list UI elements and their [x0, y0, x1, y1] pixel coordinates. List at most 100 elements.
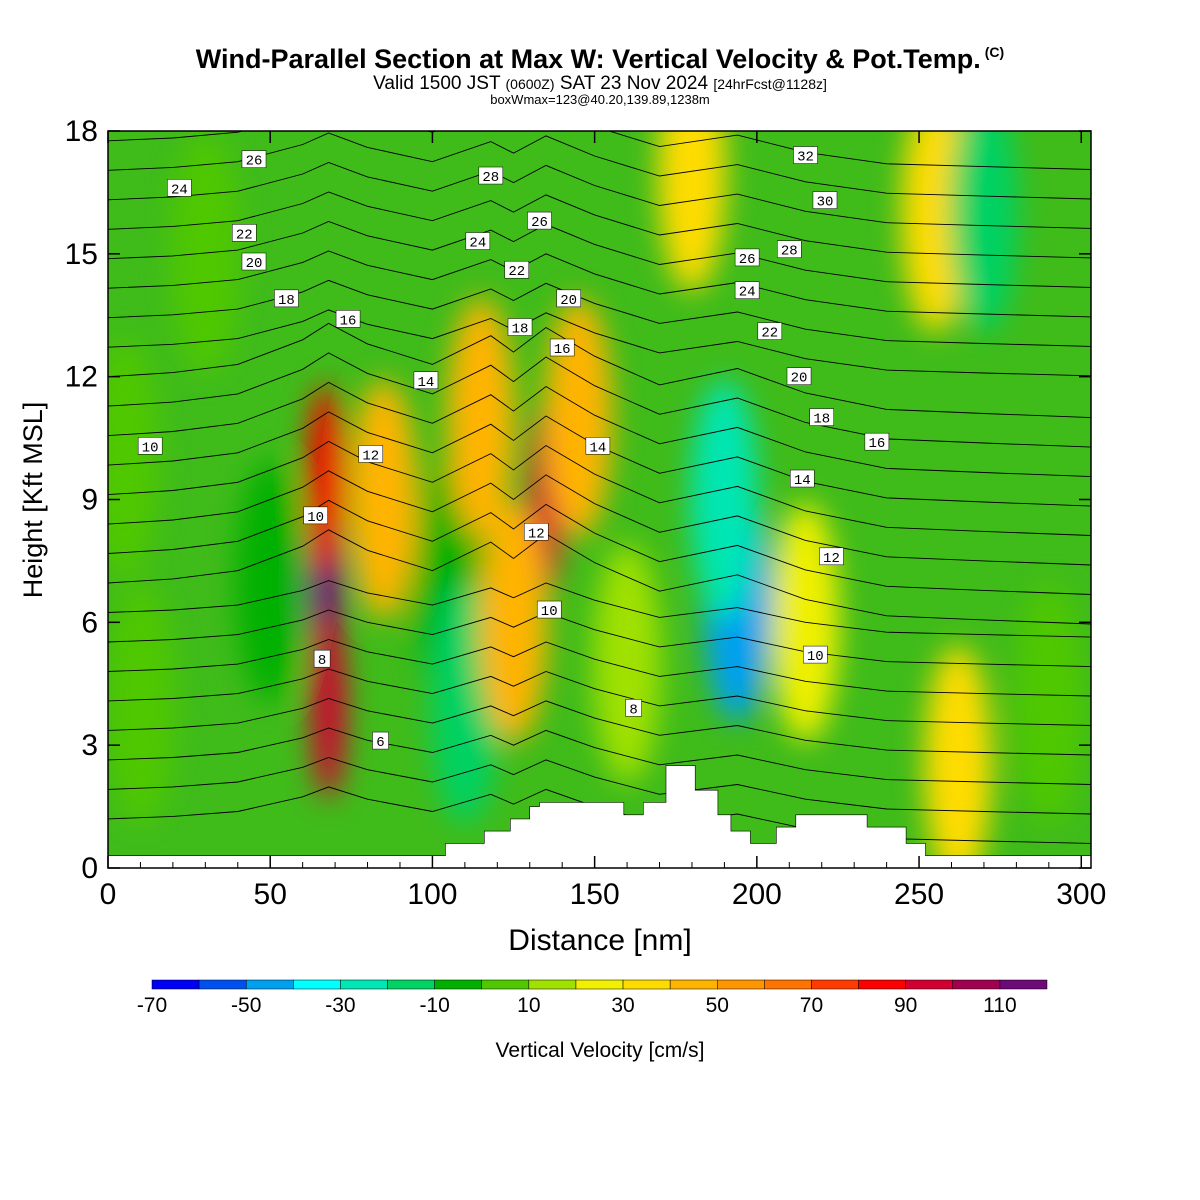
theta-label-15: 22: [504, 260, 530, 280]
svg-text:16: 16: [554, 342, 571, 358]
svg-text:8: 8: [318, 653, 326, 669]
y-tick-label-0: 0: [81, 852, 98, 885]
theta-label-18: 16: [549, 338, 575, 358]
x-tick-label-5: 250: [894, 878, 944, 911]
velocity-cell-0: [108, 338, 159, 579]
theta-label-24: 30: [812, 191, 838, 211]
svg-text:20: 20: [560, 293, 577, 309]
theta-label-9: 10: [303, 506, 328, 526]
x-tick-label-2: 100: [407, 878, 457, 911]
theta-label-3: 20: [241, 252, 267, 272]
svg-text:16: 16: [868, 436, 885, 452]
theta-contour-11: [108, 440, 1091, 536]
colorbar-swatch-13: [764, 979, 812, 990]
colorbar-tick-3: -10: [419, 994, 449, 1017]
colorbar-swatch-18: [999, 979, 1048, 990]
colorbar-tick-8: 90: [894, 994, 917, 1017]
colorbar-swatch-4: [340, 979, 388, 990]
theta-label-32: 14: [790, 469, 815, 489]
svg-text:10: 10: [307, 510, 324, 526]
theta-contour-9: [108, 499, 1091, 595]
svg-text:14: 14: [589, 440, 606, 456]
velocity-cell-21: [949, 131, 1018, 333]
theta-contour-1: [108, 757, 1091, 815]
velocity-cell-14: [593, 543, 662, 784]
theta-label-5: 16: [335, 310, 361, 329]
velocity-cell-1: [108, 584, 175, 825]
theta-label-27: 24: [734, 281, 760, 301]
theta-label-33: 12: [819, 547, 844, 567]
colorbar-label: Vertical Velocity [cm/s]: [496, 1039, 705, 1062]
velocity-cell-12: [479, 502, 548, 743]
svg-text:32: 32: [797, 150, 814, 166]
theta-contour-21: [108, 162, 1091, 229]
chart-box-info: boxWmax=123@40.20,139.89,1238m: [490, 92, 710, 107]
colorbar-swatch-1: [198, 979, 247, 990]
theta-contour-15: [108, 322, 1091, 419]
velocity-cell-2: [171, 133, 240, 374]
velocity-cell-20: [923, 645, 992, 868]
svg-text:10: 10: [807, 649, 824, 665]
y-tick-label-1: 3: [81, 729, 98, 762]
velocity-cell-17: [690, 379, 759, 620]
y-tick-label-6: 18: [65, 115, 98, 148]
theta-label-28: 22: [757, 322, 783, 342]
theta-label-19: 14: [585, 437, 611, 456]
theta-label-4: 18: [274, 289, 299, 309]
svg-text:8: 8: [629, 702, 637, 718]
colorbar-swatch-16: [905, 979, 954, 990]
theta-contour-8: [108, 529, 1091, 625]
theta-contour-13: [108, 381, 1091, 478]
axes: 0 50 100 150 200 250 300 0 3 6 9 12 15 18: [65, 115, 1107, 911]
colorbar-swatch-5: [387, 979, 435, 990]
theta-label-20: 12: [523, 523, 549, 542]
svg-text:12: 12: [362, 448, 379, 464]
theta-label-8: 10: [137, 437, 163, 456]
colorbar-tick-6: 50: [706, 994, 729, 1017]
colorbar-swatch-6: [434, 979, 482, 990]
theta-label-2: 22: [232, 224, 257, 243]
theta-contour-7: [108, 580, 1091, 638]
x-tick-label-0: 0: [100, 878, 117, 911]
theta-label-17: 20: [556, 289, 581, 309]
x-tick-label-4: 200: [732, 878, 782, 911]
theta-contour-2: [108, 727, 1091, 785]
theta-label-6: 14: [413, 371, 439, 391]
colorbar-swatch-0: [151, 979, 200, 990]
theta-contour-6: [108, 609, 1091, 668]
y-tick-label-3: 9: [81, 484, 98, 517]
theta-label-34: 10: [802, 645, 828, 665]
svg-text:6: 6: [376, 735, 384, 751]
velocity-cell-5: [310, 609, 347, 800]
theta-label-13: 26: [527, 211, 552, 231]
theta-label-23: 32: [793, 146, 818, 166]
theta-contour-4: [108, 668, 1091, 726]
svg-text:18: 18: [278, 293, 295, 309]
chart-subtitle: Valid 1500 JST (0600Z) SAT 23 Nov 2024 […: [373, 73, 827, 94]
theta-contour-3: [108, 698, 1091, 756]
svg-text:26: 26: [531, 215, 548, 231]
colorbar-swatch-11: [669, 979, 718, 990]
colorbar-tick-0: -70: [137, 994, 167, 1017]
colorbar-tick-5: 30: [611, 994, 634, 1017]
theta-contour-labels: 26 24 22 20 18 16 14 12 10 10 8 6 28 26 24 22 18 20 16 14 12…: [137, 146, 890, 751]
x-tick-label-1: 50: [254, 878, 287, 911]
svg-text:24: 24: [469, 236, 486, 252]
colorbar-swatch-10: [622, 979, 671, 990]
theta-label-29: 20: [786, 367, 812, 387]
svg-text:28: 28: [781, 244, 798, 260]
svg-text:12: 12: [528, 526, 545, 542]
theta-contour-22: [108, 132, 1091, 200]
y-tick-label-4: 12: [65, 361, 98, 394]
colorbar-swatch-15: [858, 979, 906, 990]
velocity-cell-22: [1014, 584, 1083, 825]
theta-label-21: 10: [536, 600, 562, 620]
svg-text:20: 20: [246, 256, 263, 272]
svg-text:28: 28: [482, 170, 499, 186]
theta-label-30: 18: [809, 408, 834, 428]
velocity-field: [108, 131, 1091, 868]
colorbar-tick-7: 70: [800, 994, 823, 1017]
theta-contour-20: [108, 191, 1091, 259]
velocity-cell-7: [349, 379, 418, 620]
